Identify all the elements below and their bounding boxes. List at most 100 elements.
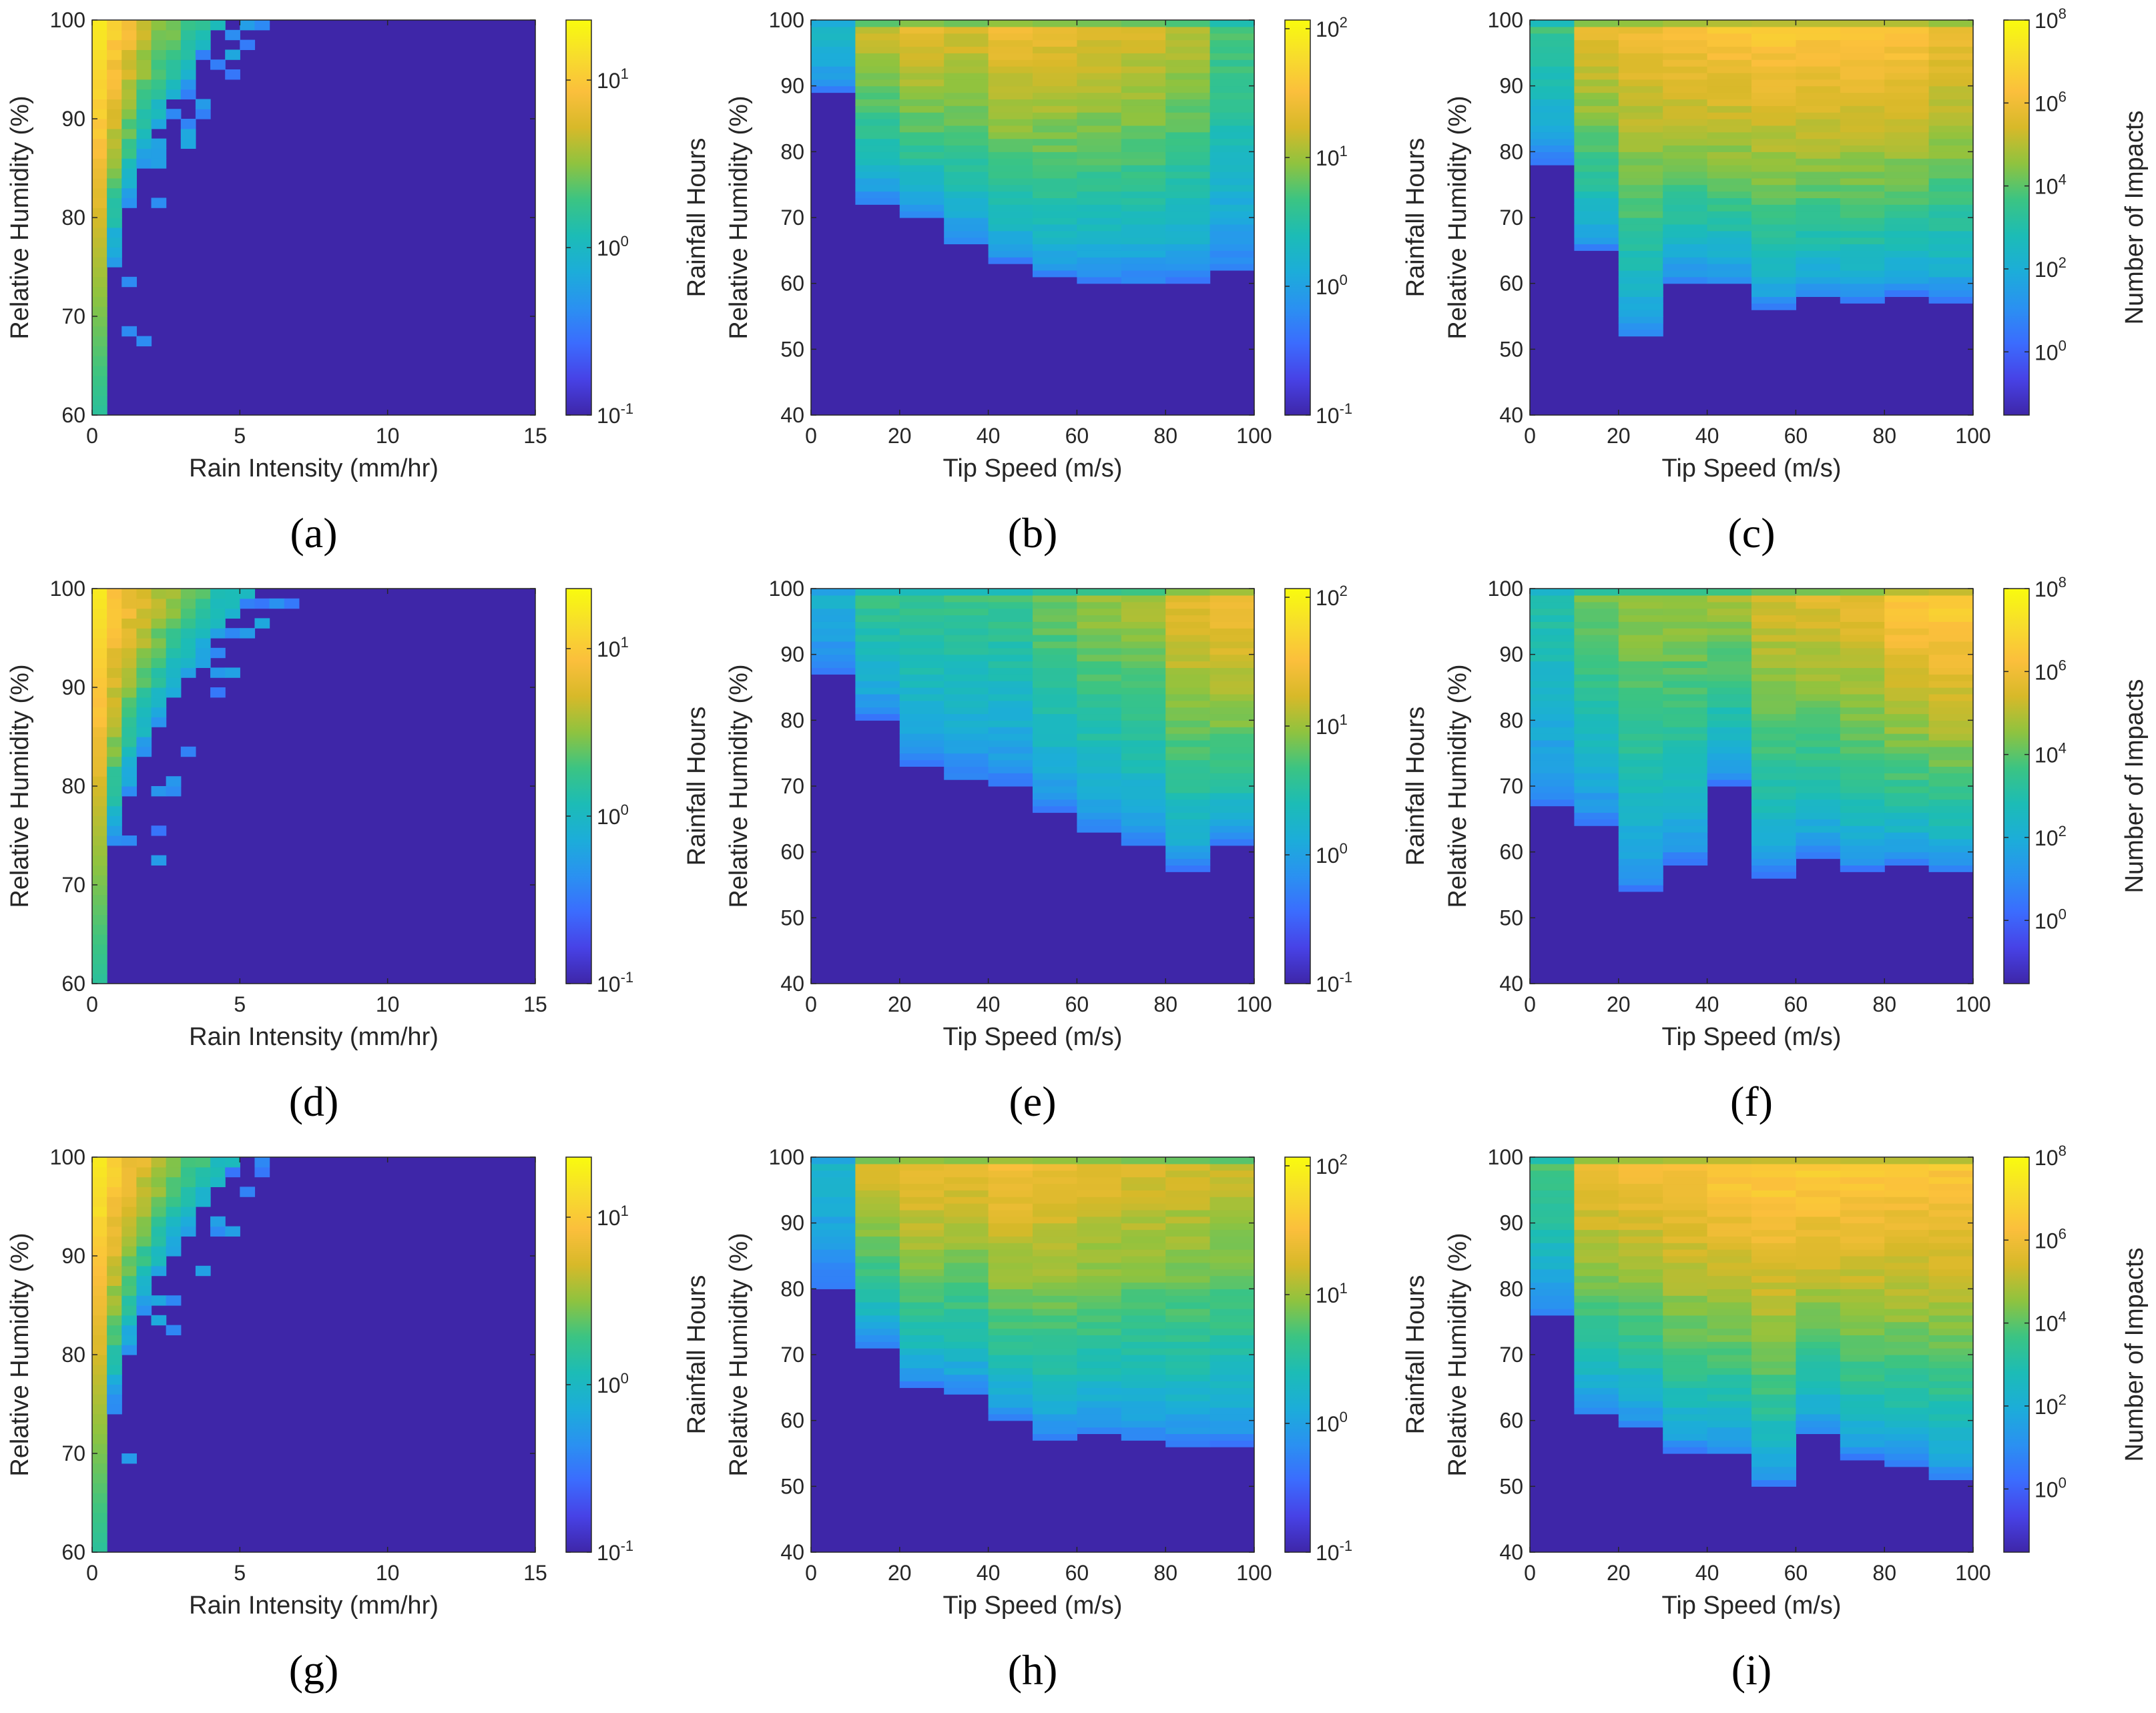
heatmap-cell [1121,654,1166,662]
heatmap-cell [1165,1236,1211,1243]
heatmap-cell [1884,733,1930,741]
heatmap-cell [121,737,137,747]
heatmap-cell [1796,79,1841,87]
heatmap-cell [1121,119,1166,126]
heatmap-cell [1077,85,1122,93]
heatmap-cell [1618,1328,1663,1335]
heatmap-cell [1707,244,1752,251]
heatmap-cell [1165,53,1211,60]
heatmap-cell [1928,1249,1974,1257]
heatmap-cell [1033,1229,1077,1237]
heatmap-cell [254,598,270,609]
heatmap-cell [1840,66,1885,73]
heatmap-cell [988,779,1033,787]
heatmap-cell [1751,773,1796,780]
heatmap-cell [107,1196,122,1207]
heatmap-cell [1530,1295,1575,1303]
heatmap-cell [1077,1355,1122,1362]
heatmap-cell [1574,1229,1619,1237]
heatmap-cell [899,720,945,727]
heatmap-cell [1751,746,1796,754]
heatmap-cell [107,1364,122,1375]
heatmap-cell [899,1282,945,1289]
heatmap-cell [1707,1341,1752,1349]
heatmap-cell [1530,1223,1575,1231]
heatmap-cell [1209,119,1255,126]
heatmap-cell [1928,693,1974,701]
heatmap-cell [1033,641,1077,649]
heatmap-cell [92,1186,107,1197]
heatmap-cell [1121,1387,1166,1395]
heatmap-cell [1796,1374,1841,1382]
heatmap-cell [1884,230,1930,238]
heatmap-cell [1618,1282,1663,1289]
heatmap-cell [944,204,989,212]
heatmap-cell [944,1170,989,1178]
heatmap-cell [1928,1440,1974,1447]
colorbar-tick-label: 10-1 [1316,1537,1352,1565]
heatmap-cell [1928,1190,1974,1197]
heatmap-cell [1618,1315,1663,1323]
heatmap-cell [1928,601,1974,609]
heatmap-cell [1796,1223,1841,1231]
heatmap-cell [210,59,226,70]
heatmap-cell [1530,753,1575,761]
heatmap-cell [195,628,211,639]
heatmap-cell [1121,1302,1166,1309]
heatmap-cell [166,69,182,80]
heatmap-cell [1530,1183,1575,1190]
heatmap-cell [92,119,107,129]
heatmap-cell [1530,99,1575,106]
heatmap-cell [1884,1289,1930,1296]
heatmap-cell [107,188,122,198]
heatmap-cell [1165,1282,1211,1289]
heatmap-cell [1209,1328,1255,1335]
heatmap-cell [1707,1302,1752,1309]
heatmap-cell [1209,654,1255,662]
heatmap-cell [1884,198,1930,205]
heatmap-cell [1530,1249,1575,1257]
heatmap-cell [855,1236,900,1243]
heatmap-cell [855,1321,900,1329]
heatmap-cell [1033,1427,1077,1434]
heatmap-cell [899,1183,945,1190]
heatmap-cell [1530,1209,1575,1217]
heatmap-cell [1707,204,1752,212]
heatmap-cell [1618,792,1663,800]
heatmap-cell [1618,805,1663,813]
heatmap-cell [1796,1341,1841,1349]
heatmap-cell [180,59,196,70]
heatmap-cell [1530,46,1575,53]
heatmap-cell [1884,1269,1930,1277]
heatmap-cell [855,184,900,192]
heatmap-cell [195,39,211,50]
heatmap-cell [1121,1196,1166,1204]
heatmap-cell [899,33,945,41]
heatmap-cell [1165,628,1211,635]
heatmap-cell [1209,1374,1255,1382]
heatmap-cell [92,128,107,139]
heatmap-cell [899,53,945,60]
heatmap-cell [1165,72,1211,80]
heatmap-cell [1165,1223,1211,1231]
heatmap-cell [1618,713,1663,721]
heatmap-cell [1165,661,1211,668]
heatmap-cell [1121,59,1166,67]
heatmap-cell [1165,119,1211,126]
heatmap-cell [240,598,256,609]
heatmap-cell [1077,792,1122,800]
heatmap-cell [1121,621,1166,629]
heatmap-cell [1840,865,1885,872]
heatmap-cell [1796,608,1841,616]
colorbar-tick-label: 100 [2035,906,2067,933]
heatmap-cell [1121,1243,1166,1250]
heatmap-cell [944,700,989,708]
heatmap-cell [1574,1341,1619,1349]
heatmap-cell [1530,53,1575,60]
heatmap-cell [1077,628,1122,635]
heatmap-cell [107,746,122,757]
heatmap-cell [92,766,107,777]
heatmap-cell [855,53,900,60]
heatmap-cell [1530,799,1575,807]
heatmap-cell [1884,1440,1930,1447]
